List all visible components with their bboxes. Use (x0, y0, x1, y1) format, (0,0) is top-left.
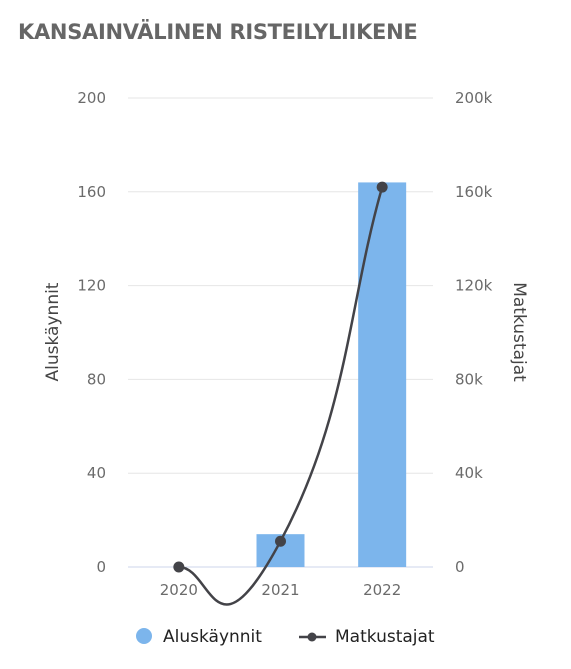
left-tick-label: 160 (77, 183, 106, 201)
line-point[interactable] (376, 181, 388, 193)
legend-line-marker-dot (307, 632, 317, 642)
left-tick-label: 0 (96, 558, 106, 576)
left-axis-ticks: 0 40 80 120 160 200 (77, 89, 106, 576)
right-tick-label: 0 (455, 558, 465, 576)
x-axis-ticks: 2020 2021 2022 (160, 581, 402, 599)
x-tick-label: 2022 (363, 581, 401, 599)
line-point[interactable] (173, 561, 185, 573)
right-tick-label: 120k (455, 277, 493, 295)
line-point[interactable] (275, 535, 286, 547)
left-tick-label: 80 (87, 370, 106, 388)
right-axis-ticks: 0 40k 80k 120k 160k 200k (455, 89, 493, 576)
line-path[interactable] (178, 186, 384, 606)
bar[interactable] (358, 182, 407, 568)
legend-bar-label[interactable]: Aluskäynnit (163, 627, 262, 647)
x-tick-label: 2020 (160, 581, 198, 599)
legend-bar-marker[interactable] (136, 628, 152, 644)
left-axis-title: Aluskäynnit (43, 282, 63, 381)
right-axis-title: Matkustajat (509, 282, 529, 382)
right-tick-label: 200k (455, 89, 493, 107)
left-tick-label: 40 (87, 464, 106, 482)
legend: Aluskäynnit Matkustajat (136, 627, 435, 647)
line-series (173, 181, 388, 606)
bar-series (256, 182, 407, 568)
right-tick-label: 40k (455, 464, 483, 482)
legend-line-label[interactable]: Matkustajat (335, 627, 435, 647)
right-tick-label: 160k (455, 183, 493, 201)
left-tick-label: 120 (77, 277, 106, 295)
right-tick-label: 80k (455, 370, 483, 388)
left-tick-label: 200 (77, 89, 106, 107)
x-tick-label: 2021 (261, 581, 299, 599)
chart-title: KANSAINVÄLINEN RISTEILYLIIKENE (18, 20, 418, 44)
